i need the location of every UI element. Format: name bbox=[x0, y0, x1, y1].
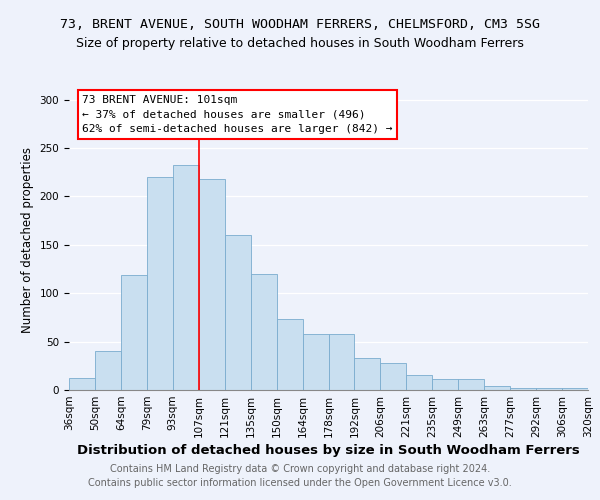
Bar bbox=[484, 386, 510, 390]
Bar bbox=[355, 358, 380, 390]
Bar bbox=[69, 378, 95, 390]
Bar bbox=[329, 334, 355, 390]
Bar bbox=[536, 388, 562, 390]
Text: Contains HM Land Registry data © Crown copyright and database right 2024.
Contai: Contains HM Land Registry data © Crown c… bbox=[88, 464, 512, 487]
Text: 73 BRENT AVENUE: 101sqm
← 37% of detached houses are smaller (496)
62% of semi-d: 73 BRENT AVENUE: 101sqm ← 37% of detache… bbox=[82, 95, 392, 134]
Bar bbox=[302, 334, 329, 390]
Bar bbox=[277, 320, 302, 390]
Bar bbox=[225, 235, 251, 390]
Bar bbox=[458, 380, 484, 390]
Bar bbox=[173, 166, 199, 390]
Y-axis label: Number of detached properties: Number of detached properties bbox=[21, 147, 34, 333]
Bar bbox=[562, 388, 588, 390]
Bar bbox=[406, 376, 432, 390]
Bar bbox=[147, 177, 173, 390]
Bar bbox=[199, 179, 224, 390]
Bar bbox=[95, 352, 121, 390]
Bar bbox=[433, 380, 458, 390]
X-axis label: Distribution of detached houses by size in South Woodham Ferrers: Distribution of detached houses by size … bbox=[77, 444, 580, 457]
Text: 73, BRENT AVENUE, SOUTH WOODHAM FERRERS, CHELMSFORD, CM3 5SG: 73, BRENT AVENUE, SOUTH WOODHAM FERRERS,… bbox=[60, 18, 540, 30]
Bar bbox=[251, 274, 277, 390]
Bar bbox=[380, 363, 406, 390]
Text: Size of property relative to detached houses in South Woodham Ferrers: Size of property relative to detached ho… bbox=[76, 38, 524, 51]
Bar bbox=[121, 275, 147, 390]
Bar bbox=[510, 388, 536, 390]
